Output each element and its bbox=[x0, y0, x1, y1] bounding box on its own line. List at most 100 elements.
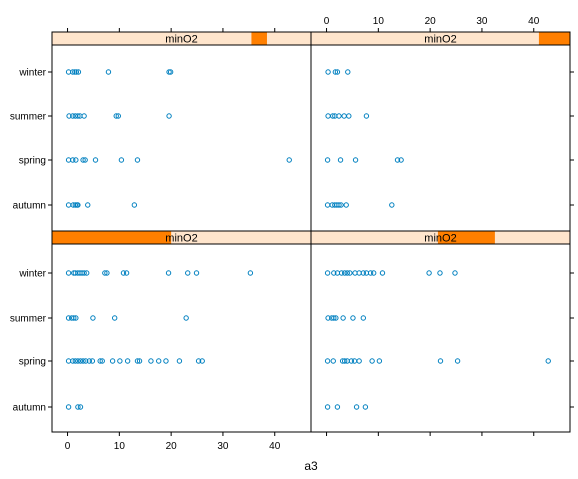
data-point-winter bbox=[338, 270, 345, 276]
data-point-summer bbox=[113, 113, 119, 119]
data-point-autumn bbox=[77, 404, 84, 410]
data-point-spring bbox=[75, 358, 81, 364]
data-point-autumn bbox=[338, 202, 344, 208]
data-point-spring bbox=[70, 358, 76, 364]
y-tick-label: winter bbox=[18, 269, 46, 280]
data-point-spring bbox=[70, 157, 76, 163]
data-point-winter bbox=[332, 69, 339, 75]
data-point-winter bbox=[185, 270, 191, 276]
strip-label: minO2 bbox=[424, 34, 456, 46]
x-tick-label: 20 bbox=[425, 16, 437, 27]
panel-top-left: minO2 bbox=[51, 31, 312, 232]
data-point-spring bbox=[82, 157, 88, 163]
data-point-winter bbox=[379, 270, 386, 276]
y-tick-label: autumn bbox=[13, 201, 46, 212]
data-point-summer bbox=[70, 113, 76, 119]
data-point-winter bbox=[334, 69, 341, 75]
data-point-autumn bbox=[324, 202, 331, 208]
data-point-winter bbox=[452, 270, 458, 276]
data-point-spring bbox=[80, 358, 86, 364]
data-point-winter bbox=[70, 69, 76, 75]
data-point-spring bbox=[545, 358, 551, 364]
data-point-summer bbox=[330, 113, 336, 119]
data-point-spring bbox=[330, 358, 336, 364]
data-point-autumn bbox=[131, 202, 138, 208]
data-point-autumn bbox=[65, 404, 72, 410]
data-point-winter bbox=[123, 270, 130, 276]
data-point-winter bbox=[65, 270, 72, 276]
strip-label: minO2 bbox=[165, 233, 197, 245]
data-point-winter bbox=[367, 270, 374, 276]
data-point-spring bbox=[77, 358, 84, 364]
data-point-winter bbox=[81, 270, 87, 276]
data-point-summer bbox=[363, 113, 370, 119]
data-point-autumn bbox=[362, 404, 369, 410]
data-point-winter bbox=[120, 270, 127, 276]
data-point-summer bbox=[71, 315, 77, 321]
y-tick-label: summer bbox=[10, 112, 47, 123]
data-point-autumn bbox=[85, 202, 91, 208]
strip-label: minO2 bbox=[165, 34, 197, 46]
y-tick-label: spring bbox=[19, 156, 46, 167]
data-point-winter bbox=[325, 69, 331, 75]
data-point-spring bbox=[398, 157, 404, 163]
x-tick-label: 40 bbox=[528, 16, 540, 27]
data-point-summer bbox=[183, 315, 189, 321]
panels-layer: minO2 minO2 minO2 minO2 bbox=[51, 31, 571, 433]
y-tick-label: autumn bbox=[13, 403, 46, 414]
y-tick-label: spring bbox=[19, 357, 46, 368]
data-point-spring bbox=[80, 157, 86, 163]
data-point-summer bbox=[111, 315, 118, 321]
data-point-winter bbox=[193, 270, 200, 276]
data-point-spring bbox=[369, 358, 375, 364]
panel-bottom-left: minO2 bbox=[51, 230, 312, 433]
strip-range-fill bbox=[437, 231, 495, 244]
data-point-spring bbox=[437, 358, 444, 364]
x-tick-label: 0 bbox=[324, 16, 330, 27]
data-point-spring bbox=[348, 358, 355, 364]
data-point-autumn bbox=[336, 202, 342, 208]
data-point-spring bbox=[156, 358, 162, 364]
data-point-winter bbox=[105, 69, 112, 75]
data-point-summer bbox=[73, 315, 79, 321]
x-tick-label: 10 bbox=[373, 16, 385, 27]
data-point-summer bbox=[333, 315, 339, 321]
data-point-spring bbox=[324, 358, 331, 364]
data-point-spring bbox=[124, 358, 131, 364]
data-point-spring bbox=[109, 358, 116, 364]
data-point-winter bbox=[360, 270, 367, 276]
data-point-summer bbox=[115, 113, 122, 119]
strip-range-fill bbox=[251, 32, 267, 45]
data-point-summer bbox=[75, 113, 81, 119]
data-point-winter bbox=[102, 270, 108, 276]
data-point-summer bbox=[331, 315, 337, 321]
data-point-winter bbox=[345, 69, 351, 75]
data-point-spring bbox=[89, 358, 96, 364]
data-point-spring bbox=[341, 358, 348, 364]
axes-layer: autumn spring summer winter autumn spring summ… bbox=[10, 16, 574, 452]
data-point-autumn bbox=[75, 202, 81, 208]
strip-label: minO2 bbox=[424, 233, 456, 245]
data-point-winter bbox=[344, 270, 350, 276]
data-point-spring bbox=[92, 157, 99, 163]
data-point-spring bbox=[195, 358, 202, 364]
data-point-spring bbox=[117, 358, 123, 364]
data-point-spring bbox=[73, 157, 79, 163]
data-point-autumn bbox=[334, 404, 341, 410]
data-point-summer bbox=[346, 113, 352, 119]
data-point-winter bbox=[73, 69, 80, 75]
data-point-spring bbox=[134, 358, 141, 364]
data-point-spring bbox=[199, 358, 205, 364]
data-point-winter bbox=[341, 270, 348, 276]
data-point-spring bbox=[394, 157, 401, 163]
data-point-winter bbox=[75, 69, 82, 75]
x-axis-label: a3 bbox=[304, 459, 318, 473]
x-tick-label: 0 bbox=[65, 441, 71, 452]
data-point-summer bbox=[360, 315, 367, 321]
data-point-autumn bbox=[353, 404, 360, 410]
data-point-spring bbox=[134, 157, 141, 163]
data-point-spring bbox=[136, 358, 143, 364]
data-point-spring bbox=[82, 358, 89, 364]
data-point-spring bbox=[351, 358, 358, 364]
data-point-summer bbox=[325, 315, 331, 321]
